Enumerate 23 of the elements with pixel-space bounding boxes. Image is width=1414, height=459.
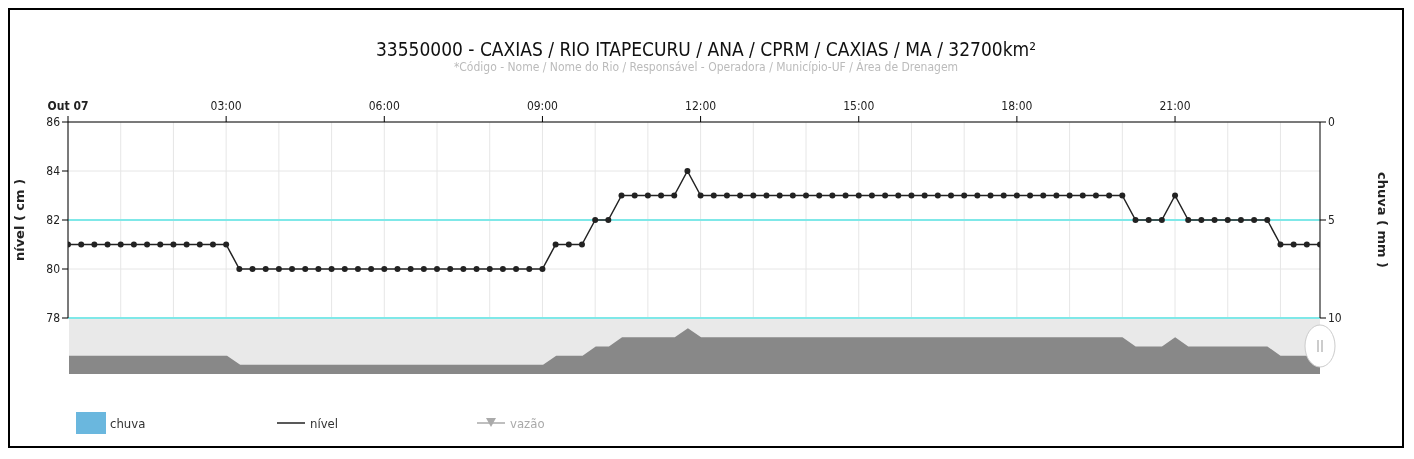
legend-label: chuva [110, 415, 146, 431]
y-tick-label: 86 [46, 115, 61, 130]
y-tick-label: 80 [46, 262, 61, 277]
x-tick-label: Out 07 [47, 99, 89, 113]
x-tick-label: 18:00 [1001, 99, 1033, 113]
x-tick-label: 21:00 [1159, 99, 1191, 113]
legend-label: nível [310, 415, 339, 431]
y-tick-label: 82 [46, 213, 60, 228]
y-axis-title: nível ( cm ) [11, 178, 27, 262]
y2-tick-label: 0 [1328, 115, 1335, 130]
chart-subtitle: *Código - Nome / Nome do Rio / Responsável - Operadora / Município-UF / Área de Drenagem [452, 60, 960, 74]
y2-tick-label: 10 [1328, 311, 1342, 326]
x-tick-label: 15:00 [843, 99, 875, 113]
y2-tick-label: 5 [1328, 213, 1335, 228]
x-tick-label: 06:00 [368, 99, 400, 113]
y-tick-label: 78 [46, 311, 61, 326]
legend-label: vazão [510, 415, 545, 431]
y2-axis-title: chuva ( mm ) [1375, 171, 1391, 269]
x-tick-label: 12:00 [685, 99, 717, 113]
x-tick-label: 09:00 [526, 99, 559, 113]
x-tick-label: 03:00 [210, 99, 242, 113]
chart-title: 33550000 - CAXIAS / RIO ITAPECURU / ANA / CPRM / CAXIAS / MA / 32700km² [374, 38, 1038, 60]
y-tick-label: 84 [46, 164, 61, 179]
